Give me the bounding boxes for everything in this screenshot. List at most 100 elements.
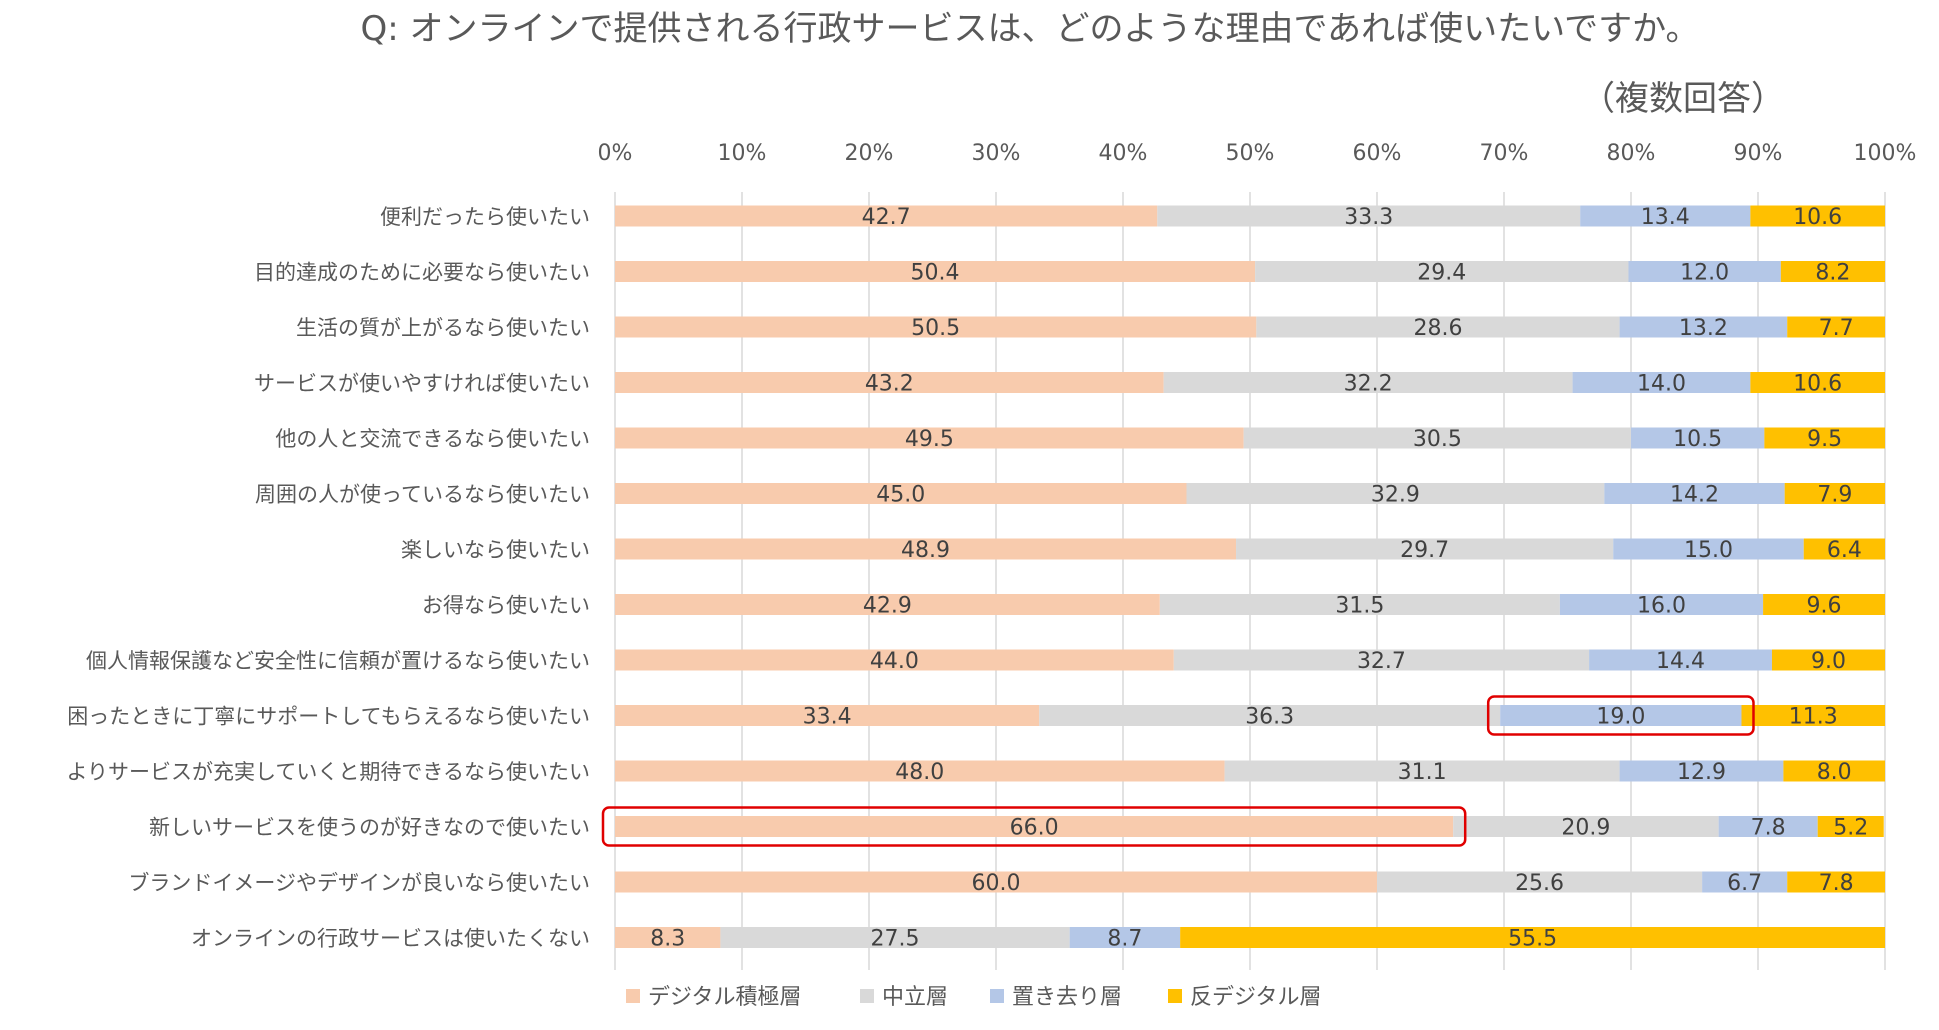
data-label: 8.2 xyxy=(1815,261,1850,286)
bar-segment xyxy=(615,538,1237,560)
gridlines xyxy=(614,192,1886,970)
x-tick-label: 70% xyxy=(1480,141,1529,166)
data-label: 12.9 xyxy=(1677,760,1726,785)
bar-segment xyxy=(1069,927,1181,948)
bar-segment xyxy=(1718,816,1818,837)
data-label: 7.9 xyxy=(1817,483,1852,508)
bar-segment xyxy=(1039,705,1501,726)
x-tick-label: 50% xyxy=(1226,141,1275,166)
bar-segment xyxy=(1589,649,1772,671)
bar-segment xyxy=(1784,483,1885,504)
legend-label: 反デジタル層 xyxy=(1190,985,1322,1010)
bar-segment xyxy=(1453,816,1719,837)
bar-segment xyxy=(720,927,1070,948)
data-label: 14.0 xyxy=(1637,372,1686,397)
category-label: 生活の質が上がるなら使いたい xyxy=(296,316,590,340)
x-tick-label: 30% xyxy=(972,141,1021,166)
legend-swatch xyxy=(1168,989,1182,1003)
category-label: オンラインの行政サービスは使いたくない xyxy=(191,927,590,951)
data-label: 25.6 xyxy=(1515,871,1564,896)
legend-label: デジタル積極層 xyxy=(648,985,802,1010)
bar-segment xyxy=(615,427,1244,449)
legend: デジタル積極層 中立層 置き去り層 反デジタル層 xyxy=(626,985,1322,1010)
bar-segment xyxy=(1243,427,1631,449)
legend-swatch xyxy=(626,989,640,1003)
x-tick-label: 40% xyxy=(1099,141,1148,166)
x-tick-label: 0% xyxy=(598,141,633,166)
data-label: 48.9 xyxy=(901,538,950,563)
bar-segment xyxy=(615,816,1454,837)
bar-segment xyxy=(1157,205,1581,227)
category-label: 新しいサービスを使うのが好きなので使いたい xyxy=(149,816,590,840)
bar-segment xyxy=(615,594,1160,615)
bar-segment xyxy=(1255,261,1629,282)
data-label: 44.0 xyxy=(870,649,919,674)
x-tick-label: 90% xyxy=(1734,141,1783,166)
data-label: 14.2 xyxy=(1670,483,1719,508)
bar-segment xyxy=(615,205,1158,227)
x-axis-ticks: 0% 10% 20% 30% 40% 50% 60% 70% 80% 90% 100% xyxy=(598,141,1917,166)
highlight-box xyxy=(601,806,1467,847)
x-tick-label: 100% xyxy=(1854,141,1917,166)
bar-segment xyxy=(1750,372,1885,393)
category-label: 個人情報保護など安全性に信頼が置けるなら使いたい xyxy=(86,649,590,673)
legend-label: 中立層 xyxy=(882,985,948,1010)
data-label: 32.2 xyxy=(1344,372,1393,397)
bar-segment xyxy=(1559,594,1764,615)
data-label: 10.6 xyxy=(1793,372,1842,397)
bar-segment xyxy=(1604,483,1785,504)
data-label: 16.0 xyxy=(1637,594,1686,619)
data-label: 31.5 xyxy=(1335,594,1384,619)
bar-segment xyxy=(1377,871,1703,893)
data-label: 5.2 xyxy=(1833,816,1868,841)
bar-segment xyxy=(1163,372,1573,393)
data-label: 15.0 xyxy=(1684,538,1733,563)
bar-segment xyxy=(615,871,1377,893)
data-label: 8.7 xyxy=(1107,927,1142,952)
category-label: ブランドイメージやデザインが良いなら使いたい xyxy=(128,871,590,895)
data-label: 30.5 xyxy=(1413,427,1462,452)
data-label: 50.5 xyxy=(911,316,960,341)
category-label: 楽しいなら使いたい xyxy=(401,538,590,562)
bar-segment xyxy=(1580,205,1751,227)
legend-swatch xyxy=(990,989,1004,1003)
data-label: 33.4 xyxy=(803,705,852,730)
bar-segment xyxy=(1631,427,1765,449)
data-label: 66.0 xyxy=(1010,816,1059,841)
highlight-box xyxy=(1486,695,1755,736)
data-label: 13.2 xyxy=(1679,316,1728,341)
data-label: 10.6 xyxy=(1793,205,1842,230)
category-label: 周囲の人が使っているなら使いたい xyxy=(255,483,590,507)
bar-segment xyxy=(615,760,1225,782)
legend-swatch xyxy=(860,989,874,1003)
data-label: 6.7 xyxy=(1727,871,1762,896)
bar-segment xyxy=(1186,483,1605,504)
legend-label: 置き去り層 xyxy=(1012,985,1122,1010)
chart-title: Q: オンラインで提供される行政サービスは、どのような理由であれば使いたいですか… xyxy=(361,9,1700,49)
bar-segment xyxy=(615,927,721,948)
data-label: 9.0 xyxy=(1811,649,1846,674)
data-label: 8.3 xyxy=(650,927,685,952)
data-label: 10.5 xyxy=(1673,427,1722,452)
bar-segment xyxy=(1783,760,1885,782)
category-label: 他の人と交流できるなら使いたい xyxy=(275,427,590,451)
category-label: 目的達成のために必要なら使いたい xyxy=(254,261,590,285)
bar-segment xyxy=(615,649,1174,671)
data-label: 8.0 xyxy=(1817,760,1852,785)
data-label: 7.8 xyxy=(1819,871,1854,896)
x-tick-label: 80% xyxy=(1607,141,1656,166)
data-label: 7.7 xyxy=(1819,316,1854,341)
chart-subtitle: （複数回答） xyxy=(1581,79,1785,119)
bar-segment xyxy=(1741,705,1885,726)
data-label: 42.7 xyxy=(862,205,911,230)
data-label: 32.9 xyxy=(1371,483,1420,508)
data-label: 36.3 xyxy=(1245,705,1294,730)
category-label: 困ったときに丁寧にサポートしてもらえるなら使いたい xyxy=(67,705,590,729)
bar-segment xyxy=(1619,760,1784,782)
bar-segment xyxy=(1771,649,1885,671)
data-label: 55.5 xyxy=(1508,927,1557,952)
data-label: 19.0 xyxy=(1596,705,1645,730)
bar-segment xyxy=(615,705,1040,726)
bar-segment xyxy=(1628,261,1781,282)
bars xyxy=(615,205,1885,948)
